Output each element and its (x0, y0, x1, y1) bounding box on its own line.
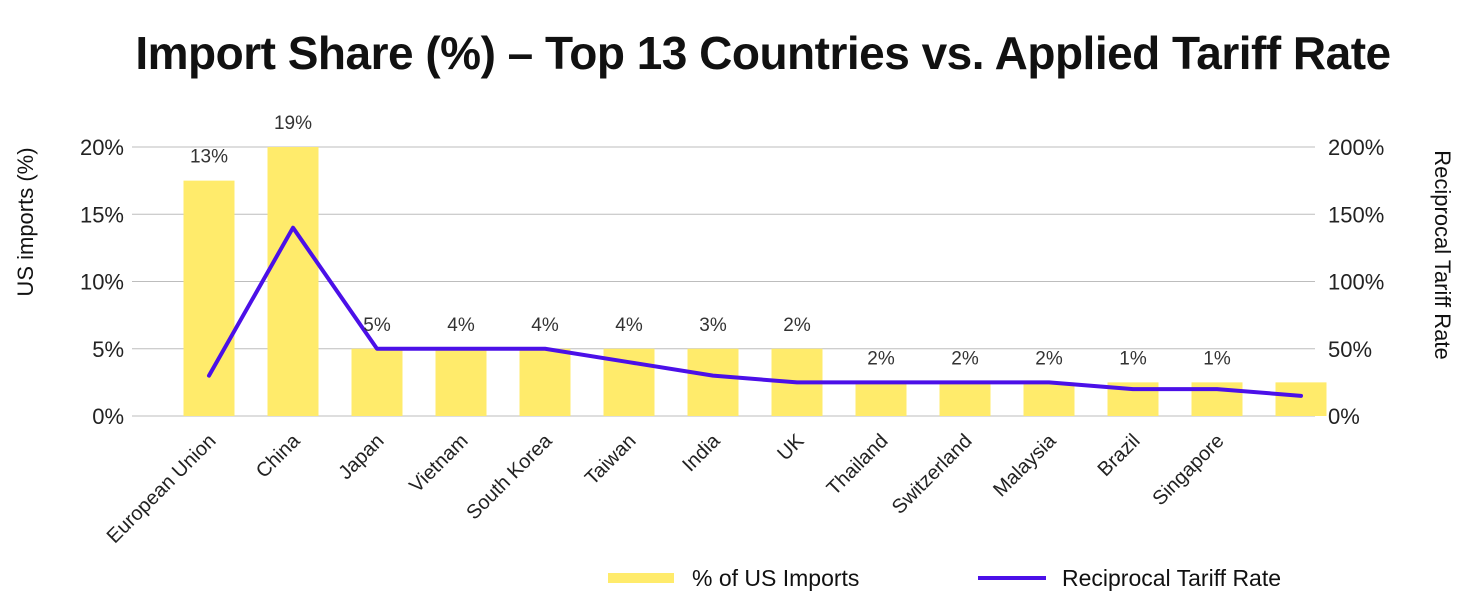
bar-data-label: 13% (190, 147, 228, 168)
bar-data-label: 3% (699, 315, 727, 336)
y-tick-label: 10% (80, 270, 124, 295)
x-tick-label: Malaysia (989, 429, 1061, 501)
bar (183, 180, 235, 416)
x-tick-label: Japan (334, 430, 388, 484)
x-tick-label: Brazil (1094, 430, 1145, 481)
x-tick-label: Taiwan (581, 430, 641, 490)
bar (519, 348, 571, 416)
y-tick-label: 20% (80, 135, 124, 160)
bar-data-label: 4% (447, 315, 475, 336)
bar (1275, 382, 1327, 416)
y2-tick-label: 50% (1328, 337, 1372, 362)
x-tick-label: Thailand (823, 430, 893, 500)
y2-tick-label: 150% (1328, 202, 1384, 227)
bar (267, 147, 319, 416)
x-tick-label: South Korea (462, 429, 557, 524)
y-axis-title: US imports (%) (13, 147, 38, 296)
x-tick-label: European Union (103, 430, 221, 548)
tariff-line (207, 225, 1303, 398)
bar-data-label: 2% (951, 348, 979, 369)
bar-data-label: 2% (1035, 348, 1063, 369)
bar-data-label: 5% (363, 315, 391, 336)
bar-data-label: 4% (531, 315, 559, 336)
y2-tick-label: 200% (1328, 135, 1384, 160)
y2-tick-label: 0% (1328, 404, 1360, 429)
y-tick-label: 15% (80, 202, 124, 227)
x-tick-label: China (252, 429, 305, 482)
bar-data-label: 19% (274, 113, 312, 134)
bar (687, 348, 739, 416)
x-tick-label: Switzerland (888, 430, 977, 519)
x-tick-label: UK (773, 430, 809, 466)
bar-data-label: 2% (783, 315, 811, 336)
bar (1023, 382, 1075, 416)
bar (351, 348, 403, 416)
y2-tick-label: 100% (1328, 270, 1384, 295)
legend-swatch-bars (608, 573, 674, 583)
bar (435, 348, 487, 416)
bar-data-label: 1% (1203, 348, 1231, 369)
bar (939, 382, 991, 416)
legend-label-line: Reciprocal Tariff Rate (1062, 565, 1281, 591)
chart-title: Import Share (%) – Top 13 Countries vs. … (135, 27, 1391, 79)
y-tick-label: 0% (92, 404, 124, 429)
bar-data-label: 4% (615, 315, 643, 336)
bar-data-label: 2% (867, 348, 895, 369)
x-tick-label: Singapore (1148, 430, 1228, 510)
bar (855, 382, 907, 416)
y2-axis-title: Reciprocal Tariff Rate (1430, 150, 1455, 360)
legend-label-bars: % of US Imports (692, 565, 859, 591)
y-tick-label: 5% (92, 337, 124, 362)
bar-data-label: 1% (1119, 348, 1147, 369)
x-tick-label: India (678, 429, 725, 476)
x-tick-label: Vietnam (405, 430, 472, 497)
